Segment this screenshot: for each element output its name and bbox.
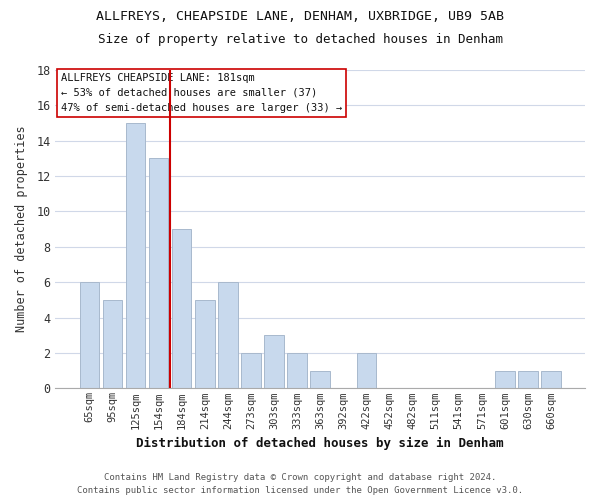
Bar bbox=[518, 370, 538, 388]
Bar bbox=[241, 353, 261, 388]
Bar bbox=[287, 353, 307, 388]
Bar bbox=[125, 123, 145, 388]
Text: ALLFREYS CHEAPSIDE LANE: 181sqm
← 53% of detached houses are smaller (37)
47% of: ALLFREYS CHEAPSIDE LANE: 181sqm ← 53% of… bbox=[61, 73, 342, 113]
Bar bbox=[149, 158, 169, 388]
X-axis label: Distribution of detached houses by size in Denham: Distribution of detached houses by size … bbox=[136, 437, 504, 450]
Bar bbox=[80, 282, 99, 389]
Bar bbox=[264, 336, 284, 388]
Text: Size of property relative to detached houses in Denham: Size of property relative to detached ho… bbox=[97, 32, 503, 46]
Bar bbox=[356, 353, 376, 388]
Bar bbox=[310, 370, 330, 388]
Bar bbox=[103, 300, 122, 388]
Bar bbox=[218, 282, 238, 389]
Bar bbox=[172, 229, 191, 388]
Text: Contains HM Land Registry data © Crown copyright and database right 2024.
Contai: Contains HM Land Registry data © Crown c… bbox=[77, 474, 523, 495]
Bar bbox=[495, 370, 515, 388]
Bar bbox=[195, 300, 215, 388]
Bar bbox=[541, 370, 561, 388]
Y-axis label: Number of detached properties: Number of detached properties bbox=[15, 126, 28, 332]
Text: ALLFREYS, CHEAPSIDE LANE, DENHAM, UXBRIDGE, UB9 5AB: ALLFREYS, CHEAPSIDE LANE, DENHAM, UXBRID… bbox=[96, 10, 504, 23]
